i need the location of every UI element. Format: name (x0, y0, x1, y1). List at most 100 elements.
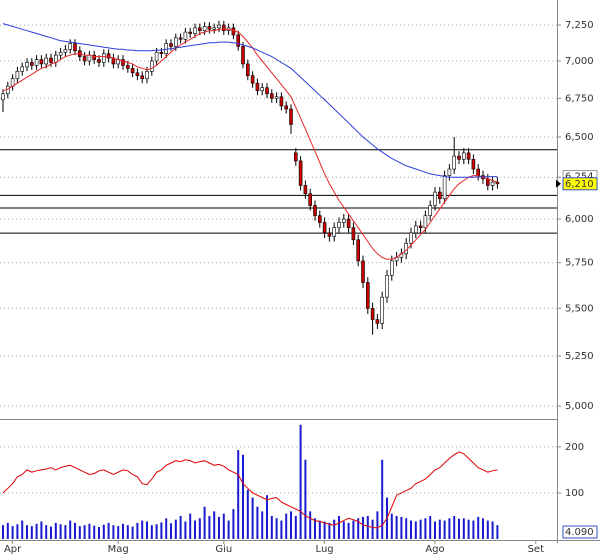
volume-bar (98, 527, 100, 539)
candle-body (308, 193, 313, 206)
candle-body (183, 31, 188, 40)
candle-body (174, 37, 178, 47)
candle-body (466, 152, 471, 160)
volume-bar (280, 520, 283, 539)
volume-bar (35, 523, 38, 539)
volume-bar (189, 513, 192, 539)
candle-body (418, 225, 423, 228)
candle-body (217, 24, 221, 29)
candle-body (361, 260, 365, 283)
candle-body (293, 152, 298, 162)
volume-bar (434, 521, 436, 539)
candle-body (370, 307, 375, 320)
candle-body (495, 181, 500, 185)
candle-body (346, 218, 351, 228)
volume-bar (174, 519, 177, 539)
candle-body (34, 59, 39, 66)
volume-bar (467, 519, 470, 539)
moving-average (2, 23, 498, 178)
candle-body (241, 46, 245, 65)
volume-bar (117, 526, 120, 539)
candle-body (246, 63, 250, 77)
candle-body (25, 62, 29, 68)
volume-bar (261, 511, 264, 539)
volume-bar (304, 459, 307, 539)
candle-body (437, 191, 442, 200)
candle-body (58, 51, 63, 56)
volume-bar (486, 520, 489, 539)
candle-body (337, 222, 341, 228)
volume-bar (342, 521, 345, 539)
volume-bar (83, 525, 86, 539)
volume-bar (472, 520, 475, 539)
candle-body (313, 205, 317, 216)
volume-bar (126, 525, 129, 539)
volume-bar (30, 526, 33, 539)
candle-body (260, 87, 265, 92)
x-tick-label: Apr (4, 544, 22, 555)
volume-bar (429, 515, 432, 539)
volume-bar (414, 521, 417, 539)
volume-bar (184, 521, 187, 539)
volume-bar (482, 518, 484, 539)
volume-bar (179, 515, 182, 539)
candle-body (126, 65, 130, 69)
volume-bar (16, 524, 19, 539)
y2-tick-label: 100 (565, 488, 584, 499)
volume-bar (242, 454, 244, 539)
y-tick-label: 6,750 (565, 93, 594, 104)
volume-bar (395, 515, 398, 539)
candle-body (433, 191, 437, 206)
volume-bar (222, 513, 225, 539)
volume-bar (6, 522, 9, 539)
x-tick-label: Ago (425, 544, 444, 555)
volume-bar (496, 525, 499, 539)
candle-body (461, 152, 466, 160)
volume-bar (160, 522, 163, 539)
volume-bar (424, 518, 427, 539)
y-tick-label: 6,000 (565, 214, 594, 225)
candle-body (255, 82, 260, 92)
volume-bar (198, 518, 201, 539)
x-tick-label: Set (528, 544, 545, 555)
y-tick-label: 6,500 (565, 132, 594, 143)
volume-bar (333, 519, 336, 539)
candle-body (457, 155, 461, 160)
candle-body (476, 168, 481, 176)
x-tick-label: Mag (108, 544, 129, 555)
candle-body (332, 227, 337, 237)
candle-body (154, 51, 159, 62)
candle-body (222, 24, 226, 31)
candle-body (428, 205, 433, 216)
candle-body (298, 160, 303, 186)
volume-bar (203, 506, 206, 539)
volume-bar (26, 525, 28, 539)
volume-bar (270, 515, 273, 539)
candle-body (193, 27, 197, 34)
candle-body (284, 105, 289, 110)
candle-body (106, 53, 111, 59)
volume-bar (59, 524, 62, 539)
candle-body (356, 239, 361, 262)
volume-bar (69, 520, 72, 539)
candle-body (289, 108, 293, 125)
volume-oscillator (2, 451, 498, 529)
candle-body (303, 185, 308, 195)
candle-body (212, 27, 216, 30)
volume-bar (102, 524, 105, 539)
volume-bar (78, 526, 81, 539)
volume-bar (400, 516, 403, 539)
candle-body (73, 43, 77, 52)
volume-bar (477, 516, 480, 539)
volume-bar (218, 516, 220, 539)
candle-body (265, 87, 269, 95)
volume-bar (112, 525, 115, 539)
volume-bar (294, 515, 297, 539)
volume-bar (227, 520, 230, 539)
volume-bar (256, 506, 259, 539)
candle-body (380, 296, 385, 324)
candle-body (452, 155, 457, 170)
candle-body (447, 168, 452, 176)
volume-bar (208, 515, 211, 539)
